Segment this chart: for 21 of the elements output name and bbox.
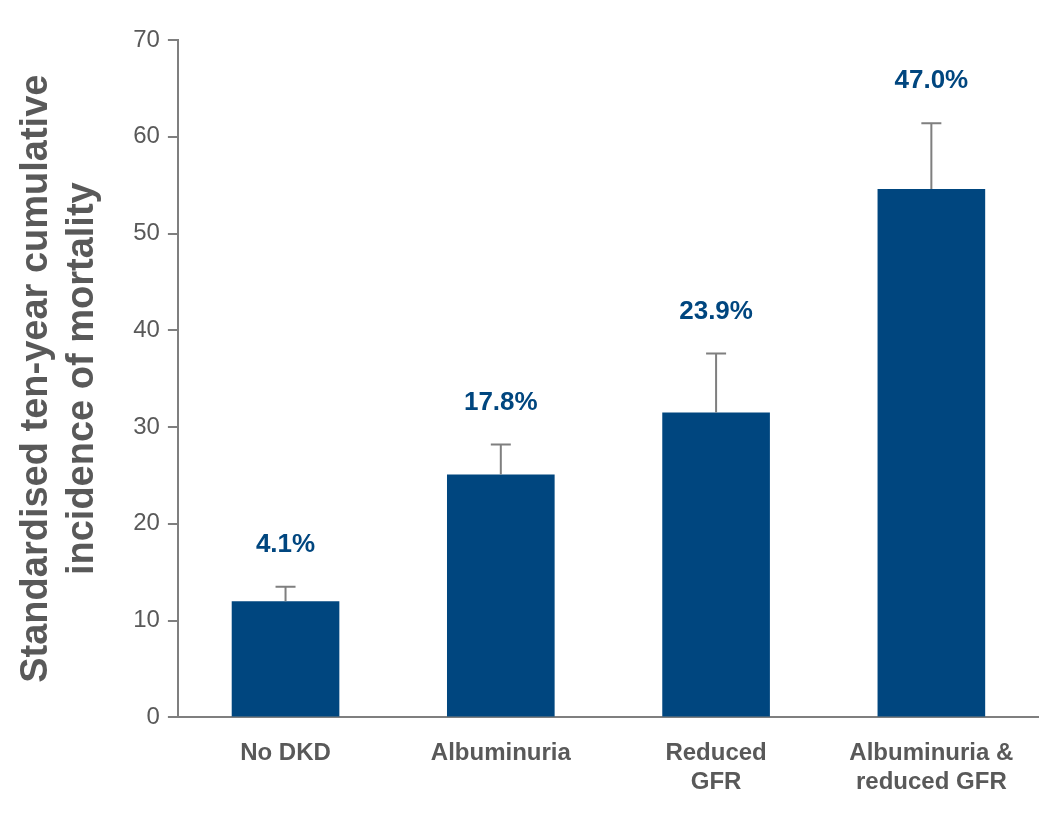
bar bbox=[231, 601, 340, 717]
x-tick-label: Albuminuria bbox=[430, 738, 572, 766]
annotation: 47.0% bbox=[894, 64, 969, 95]
y-tick-label: 50 bbox=[133, 218, 160, 246]
y-tick-label: 60 bbox=[133, 121, 160, 149]
x-tick-label: No DKD bbox=[240, 738, 331, 766]
y-tick-label: 40 bbox=[133, 314, 160, 342]
y-axis-title: Standardised ten-year cumulative incidence of mortality bbox=[13, 74, 101, 683]
y-tick-label: 30 bbox=[133, 411, 160, 439]
y-tick-label: 0 bbox=[146, 702, 160, 730]
y-tick-label: 10 bbox=[133, 605, 160, 633]
x-tick-label: Albuminuria & reduced GFR bbox=[849, 738, 1014, 795]
bar bbox=[877, 189, 986, 717]
bar bbox=[446, 474, 555, 717]
annotation: 4.1% bbox=[255, 527, 316, 558]
bar bbox=[662, 412, 770, 717]
x-tick-label: Reduced GFR bbox=[665, 738, 767, 795]
annotation: 23.9% bbox=[679, 294, 753, 325]
y-tick-label: 70 bbox=[133, 24, 160, 52]
y-tick-label: 20 bbox=[133, 508, 160, 536]
annotation: 17.8% bbox=[463, 385, 538, 416]
